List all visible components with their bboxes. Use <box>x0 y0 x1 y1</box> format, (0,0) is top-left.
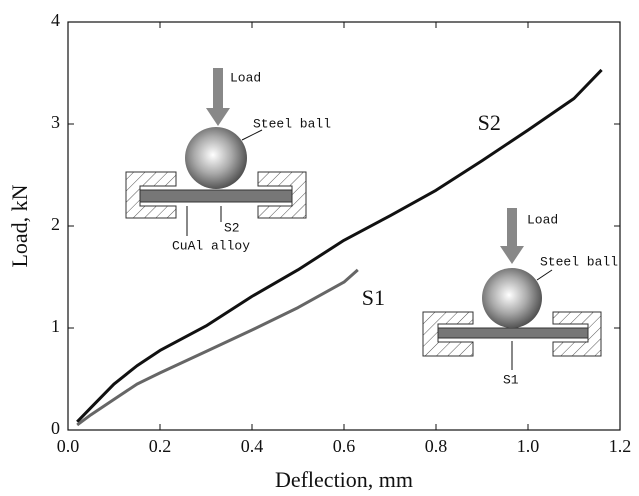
x-tick-label: 0.8 <box>425 436 448 456</box>
x-tick-label: 1.0 <box>517 436 540 456</box>
inset-s2: Load Steel ball S2 CuAl alloy <box>125 68 331 253</box>
inset-label: Load <box>230 70 261 85</box>
y-tick-label: 1 <box>51 316 60 336</box>
x-tick-label: 0.2 <box>149 436 172 456</box>
series-label: S1 <box>362 285 385 310</box>
x-tick-label: 0.6 <box>333 436 356 456</box>
inset-s1: Load Steel ball S1 <box>422 208 618 387</box>
y-axis-label: Load, kN <box>7 184 32 267</box>
pointer <box>241 129 263 141</box>
clamp <box>422 311 474 357</box>
inset-label: Steel ball <box>253 116 331 131</box>
series-line <box>76 68 603 423</box>
clamp <box>552 311 602 357</box>
inset-label: Steel ball <box>540 254 618 269</box>
y-tick-label: 2 <box>51 214 60 234</box>
inset-label: S2 <box>224 220 240 235</box>
inset-label: Load <box>527 212 558 227</box>
pointer <box>536 269 553 281</box>
clamp <box>125 171 177 219</box>
y-tick-label: 3 <box>51 112 60 132</box>
y-tick-label: 0 <box>51 418 60 438</box>
steel-ball <box>185 127 247 189</box>
specimen <box>437 327 589 339</box>
x-axis-label: Deflection, mm <box>275 467 413 492</box>
x-tick-label: 0.4 <box>241 436 264 456</box>
inset-label: CuAl alloy <box>172 238 250 253</box>
x-tick-label: 1.2 <box>609 436 632 456</box>
x-tick-label: 0.0 <box>57 436 80 456</box>
series-line <box>76 268 359 427</box>
steel-ball <box>482 268 542 328</box>
load-arrow <box>206 68 230 126</box>
load-arrow <box>500 208 524 264</box>
specimen <box>139 189 293 203</box>
series-label: S2 <box>478 110 501 135</box>
clamp <box>257 171 307 219</box>
inset-label: S1 <box>503 372 519 387</box>
y-tick-label: 4 <box>51 10 60 30</box>
